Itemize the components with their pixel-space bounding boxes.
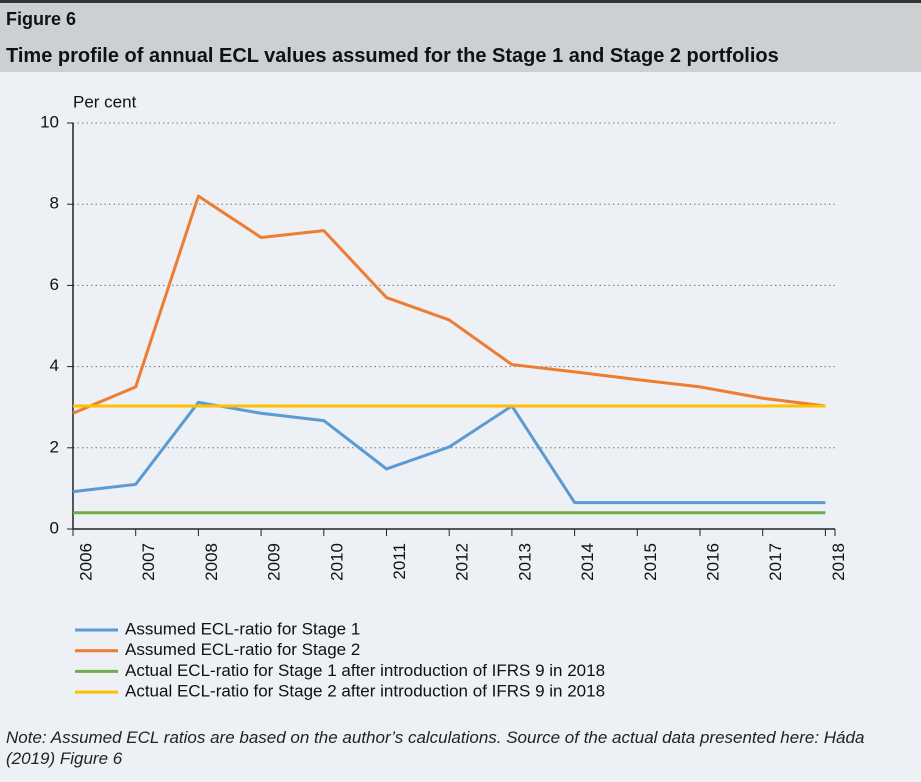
x-tick-label: 2016	[703, 543, 722, 581]
x-tick-label: 2018	[829, 543, 848, 581]
x-tick-label: 2017	[766, 543, 785, 581]
figure-number: Figure 6	[6, 9, 77, 29]
x-tick-label: 2014	[578, 543, 597, 581]
note: Note: Assumed ECL ratios are based on th…	[6, 728, 865, 768]
x-tick-label: 2011	[390, 543, 409, 580]
y-tick-label: 4	[50, 356, 59, 375]
y-tick-label: 10	[40, 112, 59, 131]
y-tick-label: 6	[50, 275, 59, 294]
y-tick-label: 2	[50, 437, 59, 456]
legend-label: Assumed ECL-ratio for Stage 1	[125, 619, 360, 638]
legend-label: Actual ECL-ratio for Stage 1 after intro…	[125, 661, 605, 680]
x-tick-label: 2007	[139, 543, 158, 581]
y-axis-label: Per cent	[73, 92, 137, 111]
chart: Per cent 0 2 4 6 8 10 2006 2007 2008 2009 2010 2011…	[40, 92, 848, 701]
x-tick-label: 2012	[453, 543, 472, 581]
x-tick-label: 2013	[515, 543, 534, 581]
series-line	[72, 194, 826, 415]
x-tick-label: 2006	[76, 543, 95, 581]
chart-title: Time profile of annual ECL values assume…	[6, 45, 779, 67]
y-tick-label: 8	[50, 194, 59, 213]
x-tick-label: 2010	[327, 543, 346, 581]
x-tick-label: 2009	[265, 543, 284, 581]
legend-label: Assumed ECL-ratio for Stage 2	[125, 640, 360, 659]
x-tick-label: 2015	[641, 543, 660, 581]
legend-label: Actual ECL-ratio for Stage 2 after intro…	[125, 682, 605, 701]
y-tick-label: 0	[50, 518, 59, 537]
header: Figure 6 Time profile of annual ECL valu…	[0, 0, 921, 72]
x-tick-label: 2008	[202, 543, 221, 581]
series-line	[72, 400, 826, 505]
